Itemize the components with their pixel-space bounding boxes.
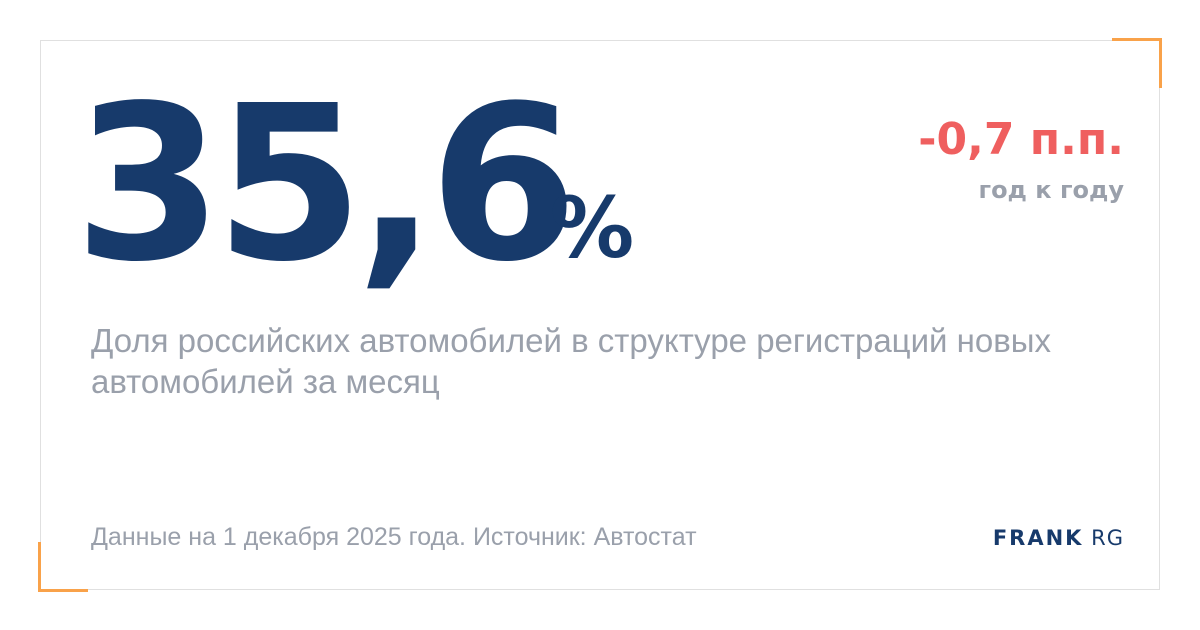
value-unit: % (550, 179, 635, 277)
corner-accent-bottom-left (38, 542, 88, 592)
logo-bold: FRANK (992, 526, 1084, 550)
source-note: Данные на 1 декабря 2025 года. Источник:… (91, 523, 697, 551)
main-value: 35,6 (74, 60, 578, 309)
card-frame (40, 40, 1160, 590)
logo-light: RG (1091, 526, 1124, 550)
logo: FRANK RG (993, 526, 1124, 550)
description: Доля российских автомобилей в структуре … (91, 322, 1051, 400)
change-value: -0,7 п.п. (918, 114, 1124, 165)
change-label: год к году (978, 176, 1124, 204)
corner-accent-top-right (1112, 38, 1162, 88)
